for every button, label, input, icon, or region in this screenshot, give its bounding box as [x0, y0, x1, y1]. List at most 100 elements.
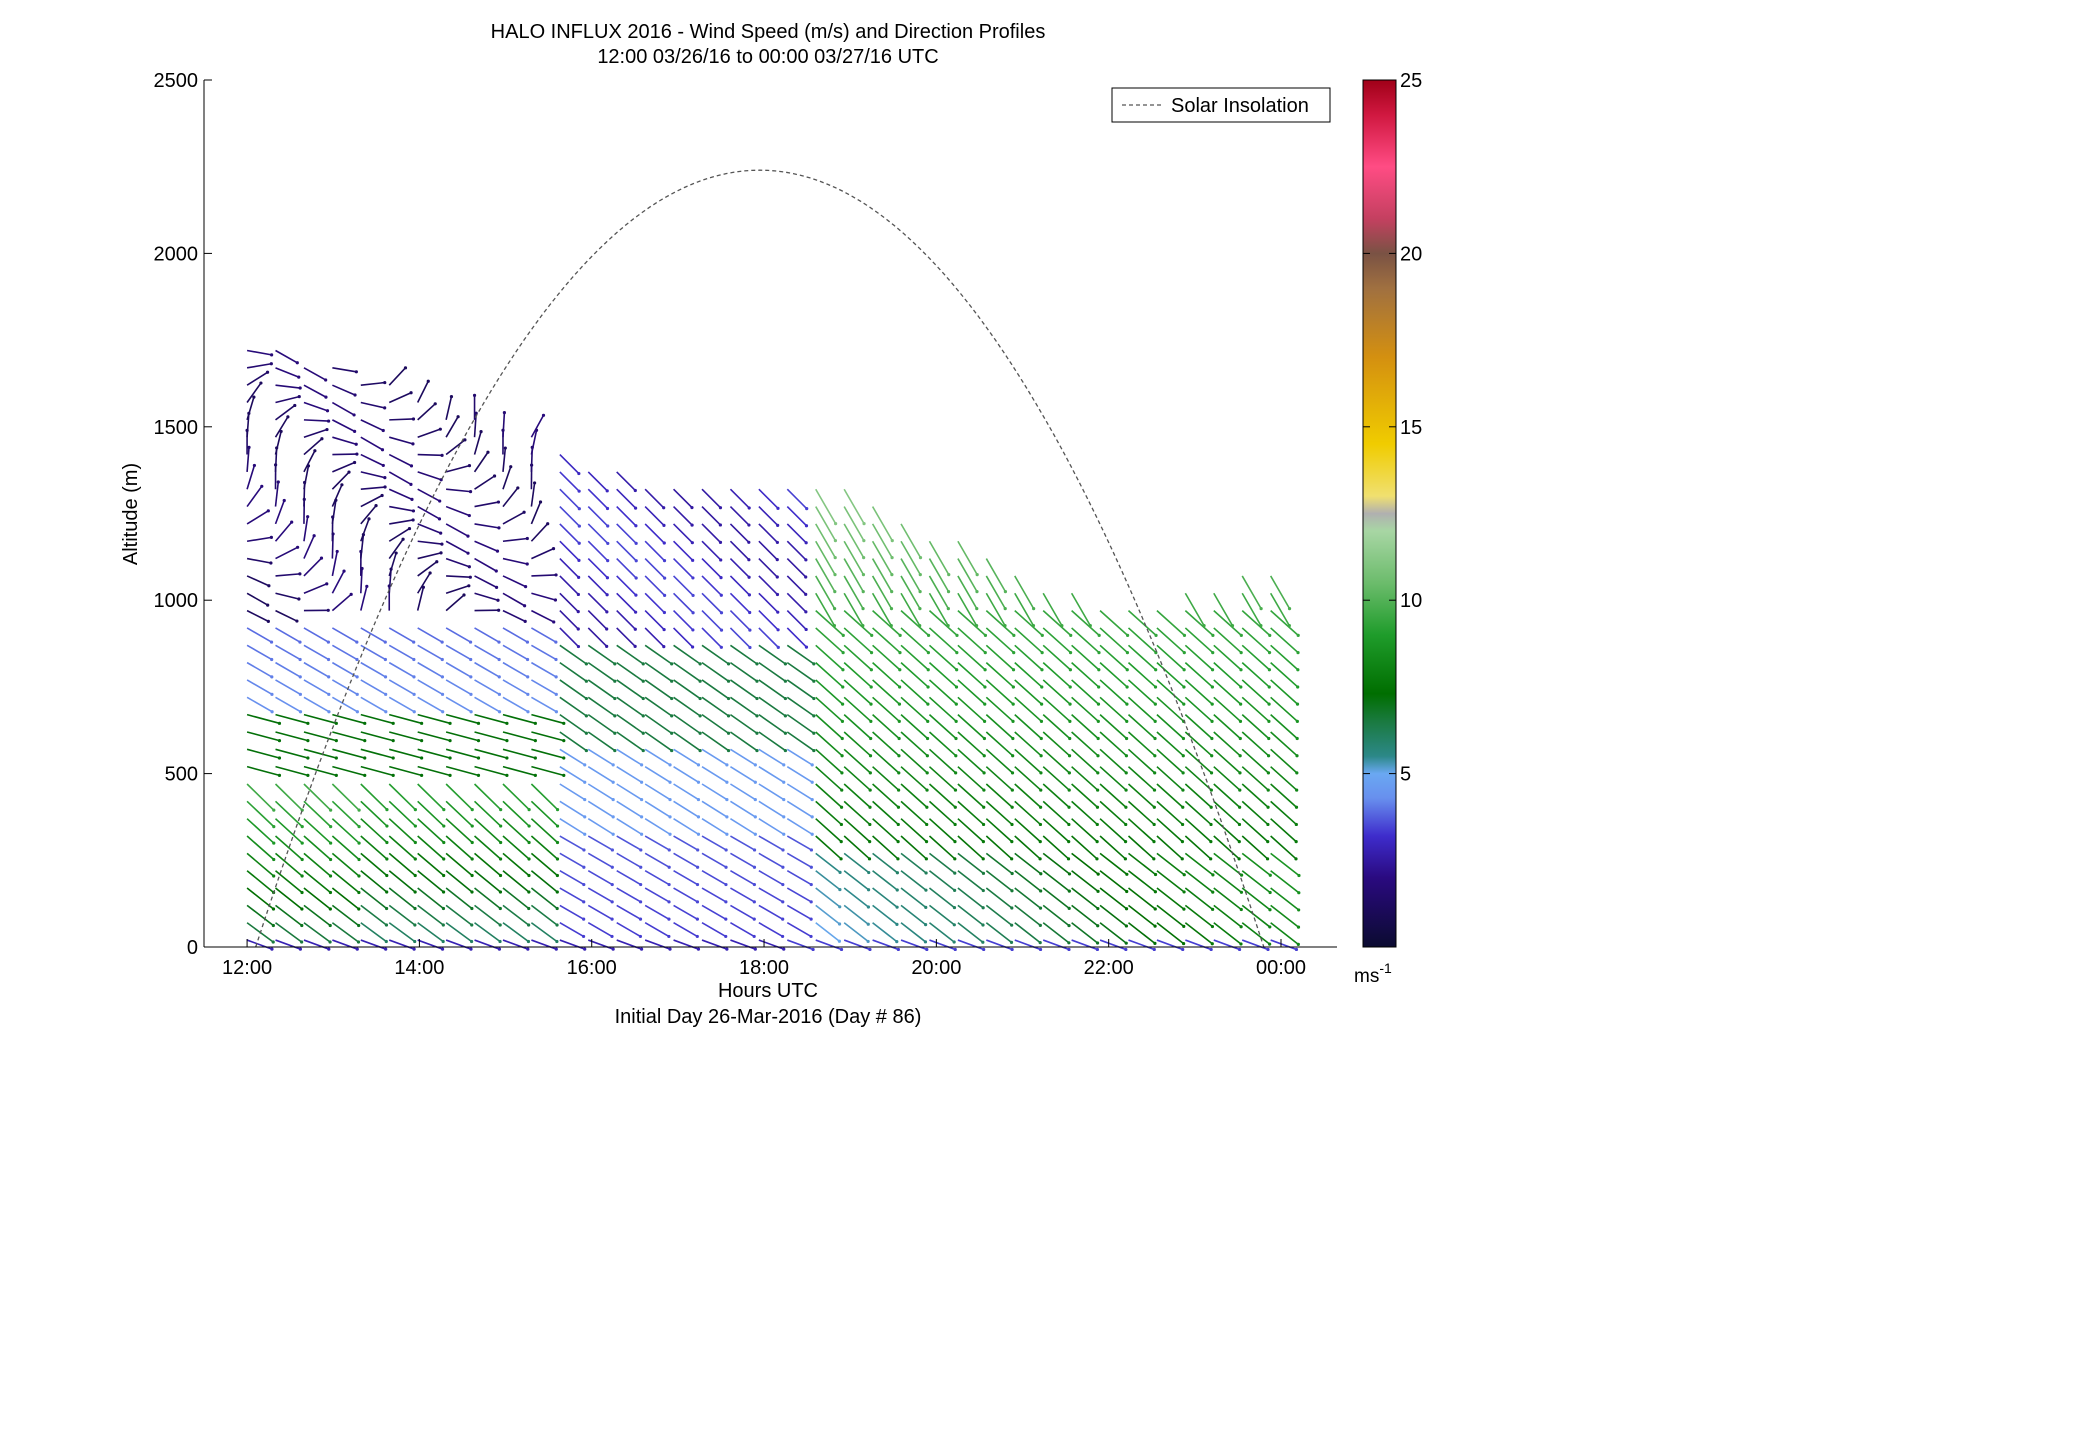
wind-vector-head: [413, 710, 416, 713]
wind-vector-head: [526, 693, 529, 696]
wind-vector-head: [363, 774, 366, 777]
wind-vector-head: [329, 891, 332, 894]
wind-vector-head: [522, 511, 525, 514]
wind-vector-head: [606, 593, 609, 596]
wind-vector-head: [306, 739, 309, 742]
wind-vector-head: [374, 504, 377, 507]
wind-vector-head: [776, 524, 779, 527]
wind-vector-head: [696, 935, 699, 938]
wind-vector-head: [526, 640, 529, 643]
wind-vector-head: [329, 825, 332, 828]
wind-vector-head: [811, 763, 814, 766]
wind-vector-head: [782, 763, 785, 766]
wind-vector-head: [1182, 925, 1185, 928]
wind-vector-head: [556, 808, 559, 811]
wind-vector-head: [663, 594, 666, 597]
wind-vector-head: [727, 714, 730, 717]
wind-vector-head: [383, 381, 386, 384]
wind-vector-head: [340, 483, 343, 486]
wind-vector-head: [577, 593, 580, 596]
wind-vector-head: [983, 720, 986, 723]
wind-vector-head: [612, 815, 615, 818]
wind-vector-head: [413, 693, 416, 696]
wind-vector-head: [1069, 685, 1072, 688]
wind-vector-head: [727, 732, 730, 735]
wind-vector-head: [1267, 720, 1270, 723]
wind-vector-head: [441, 675, 444, 678]
wind-vector-head: [324, 396, 327, 399]
wind-vector-head: [439, 428, 442, 431]
wind-vector-head: [412, 417, 415, 420]
wind-vector-head: [527, 857, 530, 860]
wind-vector-head: [1266, 948, 1269, 951]
wind-vector-head: [441, 658, 444, 661]
wind-vector-head: [867, 923, 870, 926]
wind-vector-head: [891, 539, 894, 542]
wind-vector-head: [805, 628, 808, 631]
wind-vector-head: [325, 582, 328, 585]
wind-vector-head: [668, 798, 671, 801]
wind-vector-head: [329, 841, 332, 844]
wind-vector-head: [867, 905, 870, 908]
wind-vector-head: [639, 883, 642, 886]
wind-vector-head: [259, 381, 262, 384]
wind-vector-head: [442, 857, 445, 860]
wind-vector-head: [1153, 788, 1156, 791]
wind-vector-head: [640, 763, 643, 766]
wind-vector-head: [526, 948, 529, 951]
wind-vector-head: [306, 722, 309, 725]
wind-vector-head: [278, 722, 281, 725]
wind-vector-head: [1068, 890, 1071, 893]
wind-vector-head: [1239, 703, 1242, 706]
wind-vector-head: [896, 888, 899, 891]
y-tick-label: 0: [187, 937, 198, 959]
wind-vector-head: [613, 749, 616, 752]
wind-vector-head: [1039, 823, 1042, 826]
wind-vector-head: [1041, 651, 1044, 654]
wind-vector-head: [441, 640, 444, 643]
wind-vector-head: [357, 924, 360, 927]
wind-vector-head: [470, 710, 473, 713]
wind-vector-head: [283, 499, 286, 502]
wind-vector-head: [463, 438, 466, 441]
wind-vector-head: [300, 940, 303, 943]
wind-vector-head: [468, 514, 471, 517]
wind-vector-head: [667, 935, 670, 938]
wind-vector-head: [527, 841, 530, 844]
wind-vector-head: [668, 781, 671, 784]
wind-vector-head: [1295, 788, 1298, 791]
wind-vector-head: [297, 597, 300, 600]
wind-vector-head: [1288, 624, 1291, 627]
wind-vector-head: [667, 900, 670, 903]
wind-vector-head: [327, 640, 330, 643]
wind-vector-head: [335, 756, 338, 759]
wind-vector-head: [1154, 685, 1157, 688]
wind-vector-head: [306, 756, 309, 759]
wind-vector-head: [429, 571, 432, 574]
wind-vector-head: [1182, 703, 1185, 706]
wind-vector-head: [776, 628, 779, 631]
y-tick-label: 1500: [154, 417, 199, 439]
wind-vector-head: [555, 940, 558, 943]
wind-vector-head: [469, 693, 472, 696]
wind-vector-head: [1032, 607, 1035, 610]
wind-vector-head: [313, 449, 316, 452]
wind-vector-head: [1297, 891, 1300, 894]
wind-vector-head: [898, 685, 901, 688]
wind-vector-head: [725, 815, 728, 818]
wind-vector-head: [697, 948, 700, 951]
wind-vector-head: [1154, 720, 1157, 723]
wind-vector-head: [582, 883, 585, 886]
wind-vector: [389, 419, 413, 420]
wind-vector-head: [1153, 942, 1156, 945]
wind-vector-head: [527, 907, 530, 910]
wind-vector-head: [1096, 754, 1099, 757]
wind-vector-head: [1124, 823, 1127, 826]
wind-vector-head: [413, 907, 416, 910]
wind-vector-head: [1240, 634, 1243, 637]
wind-vector-head: [270, 675, 273, 678]
wind-vector-head: [1238, 840, 1241, 843]
wind-vector-head: [1259, 624, 1262, 627]
wind-vector-head: [868, 857, 871, 860]
wind-vector-head: [1124, 806, 1127, 809]
